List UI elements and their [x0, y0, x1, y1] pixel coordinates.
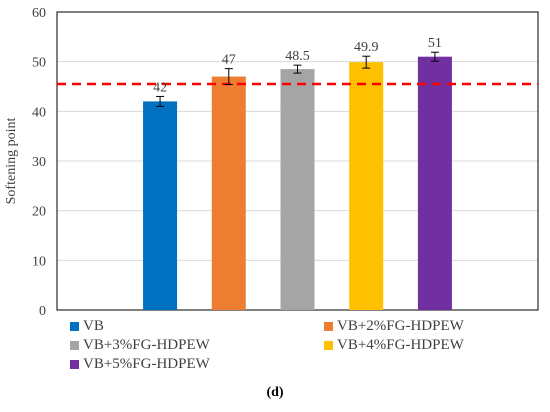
y-tick-label: 60: [32, 6, 46, 21]
bar: [417, 56, 452, 311]
bar: [349, 62, 384, 311]
data-label: 48.5: [285, 49, 310, 64]
data-label: 51: [428, 36, 442, 51]
data-label: 47: [222, 53, 236, 68]
bars: [143, 56, 452, 311]
bar: [211, 76, 246, 310]
error-bars: [156, 51, 439, 107]
data-label: 49.9: [354, 40, 379, 55]
y-tick-label: 20: [32, 205, 46, 220]
y-tick-label: 50: [32, 56, 46, 71]
y-axis-ticks: 0 10 20 30 40 50 60: [32, 6, 46, 319]
y-tick-label: 40: [32, 105, 46, 120]
data-labels: 42 47 48.5 49.9 51: [153, 36, 442, 95]
y-tick-label: 0: [39, 304, 46, 319]
y-axis-label: Softening point: [4, 118, 19, 205]
y-tick-label: 30: [32, 155, 46, 170]
y-tick-label: 10: [32, 254, 46, 269]
bar: [143, 101, 178, 311]
data-label: 42: [153, 80, 167, 95]
bar: [280, 69, 315, 310]
figure-caption: (d): [266, 385, 284, 400]
